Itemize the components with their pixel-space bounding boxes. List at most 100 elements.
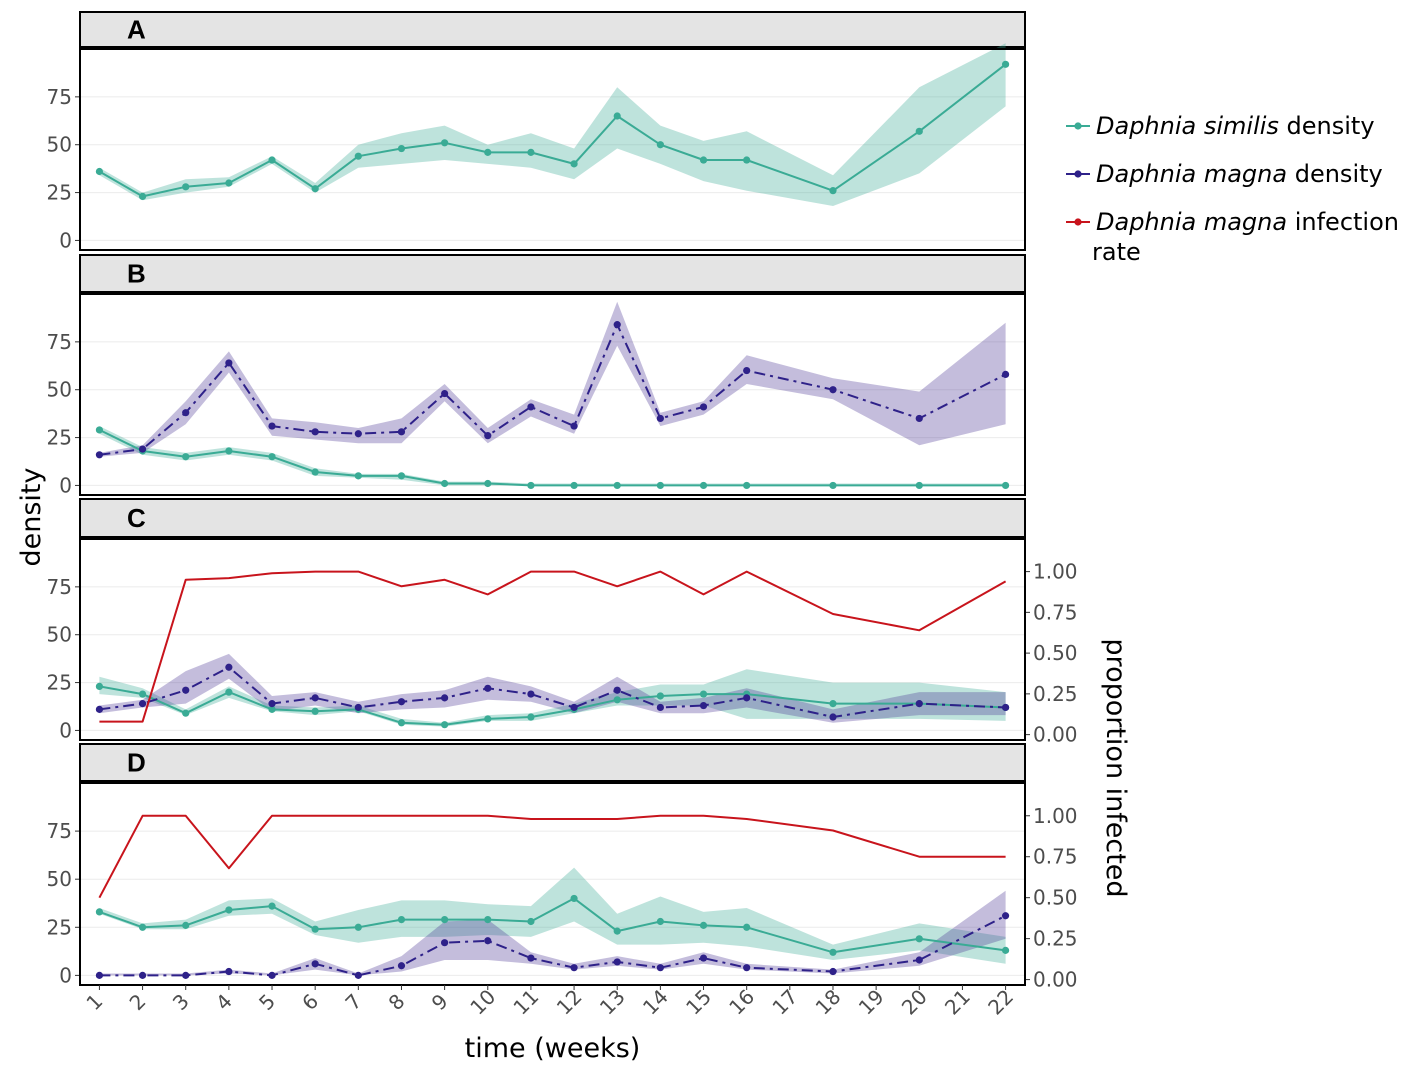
similis-point	[268, 705, 276, 713]
magna-point	[915, 414, 923, 423]
similis-point	[95, 167, 104, 176]
magna-point	[397, 962, 406, 970]
similis-point	[138, 923, 147, 931]
magna-point	[699, 701, 708, 710]
similis-point	[829, 481, 837, 490]
y-tick-label: 50	[47, 623, 72, 647]
similis-point	[656, 692, 664, 700]
x-tick-label: 15	[681, 985, 716, 1020]
panel-d: D 0 25 50 75 0.00 0.25 0.50 0.75 1.00	[47, 743, 1078, 992]
x-tick-label: 14	[638, 985, 673, 1020]
similis-point	[484, 915, 492, 924]
similis-point	[743, 923, 751, 931]
similis-point	[441, 139, 449, 147]
y-tick-label: 50	[47, 133, 72, 157]
y2-tick-label: 0.75	[1033, 600, 1078, 624]
magna-point	[138, 445, 147, 453]
magna-point	[1001, 912, 1010, 920]
y-axis-title: density	[16, 467, 47, 566]
similis-point	[743, 481, 751, 490]
similis-point	[95, 908, 104, 916]
x-tick-label: 9	[427, 989, 453, 1015]
magna-point	[613, 321, 621, 329]
similis-point	[311, 185, 319, 193]
similis-point	[397, 472, 406, 480]
y-tick-label: 25	[47, 671, 72, 695]
similis-point	[613, 696, 621, 704]
x-tick-label: 19	[854, 985, 889, 1020]
similis-point	[182, 709, 190, 717]
magna-point	[354, 703, 362, 712]
similis-point	[527, 917, 535, 926]
magna-point	[138, 971, 147, 979]
magna-point	[95, 705, 104, 713]
x-tick-label: 18	[811, 985, 846, 1020]
similis-point	[656, 917, 664, 926]
similis-point	[527, 148, 535, 156]
similis-point	[699, 481, 708, 490]
legend: Daphnia similis density Daphnia magna den…	[1066, 112, 1399, 266]
magna-point	[397, 698, 406, 706]
infection-line	[99, 570, 1007, 723]
similis-point	[354, 152, 362, 160]
similis-point	[613, 927, 621, 935]
similis-point	[527, 481, 535, 490]
magna-point	[182, 686, 190, 694]
similis-point	[354, 472, 362, 480]
magna-point	[138, 700, 147, 708]
magna-point	[484, 684, 492, 692]
x-tick-label: 2	[125, 989, 151, 1015]
magna-point	[656, 703, 664, 712]
legend-label: Daphnia similis density	[1096, 112, 1375, 140]
similis-point	[225, 447, 233, 455]
magna-point	[915, 700, 923, 708]
x-tick-label: 21	[940, 985, 975, 1020]
similis-ribbon	[99, 426, 1006, 486]
similis-point	[1001, 946, 1010, 954]
magna-point	[527, 690, 535, 698]
magna-point	[613, 686, 621, 694]
y-tick-label: 0	[59, 963, 72, 987]
similis-point	[829, 948, 837, 956]
y-tick-label: 75	[47, 85, 72, 109]
x-tick-label: 16	[724, 985, 759, 1020]
similis-point	[441, 721, 449, 729]
magna-point	[613, 958, 621, 966]
y2-tick-label: 1.00	[1033, 804, 1078, 828]
infection-line	[98, 814, 1006, 899]
similis-point	[268, 902, 276, 910]
similis-point	[570, 894, 578, 903]
similis-point	[182, 183, 190, 191]
legend-label-text: density	[1287, 160, 1383, 188]
panel-label: A	[127, 15, 146, 45]
magna-point	[484, 937, 492, 945]
y2-tick-label: 0.00	[1033, 968, 1078, 992]
magna-point	[829, 967, 837, 976]
y-tick-label: 50	[47, 378, 72, 402]
magna-point	[699, 403, 708, 411]
legend-item-similis: Daphnia similis density	[1066, 112, 1375, 140]
magna-point	[570, 422, 578, 430]
x-tick-label: 6	[297, 989, 323, 1015]
similis-point	[699, 690, 708, 698]
similis-point	[225, 179, 233, 187]
panel-border	[79, 293, 1026, 496]
magna-point	[1001, 703, 1010, 712]
y2-tick-label: 0.50	[1033, 641, 1078, 665]
legend-key-point	[1074, 218, 1082, 226]
similis-line	[98, 429, 1006, 487]
similis-point	[441, 479, 449, 488]
similis-point	[915, 127, 923, 135]
panel-border	[79, 538, 1026, 741]
similis-point	[225, 688, 233, 696]
legend-label-italic: Daphnia magna	[1096, 208, 1287, 236]
similis-point	[441, 915, 449, 924]
panel-strip	[79, 498, 1026, 538]
x-tick-label: 20	[897, 985, 932, 1020]
similis-point	[829, 700, 837, 708]
similis-point	[570, 160, 578, 168]
legend-label-text: infection	[1287, 208, 1399, 236]
similis-point	[915, 935, 923, 943]
legend-label-text: density	[1279, 112, 1375, 140]
magna-point	[354, 430, 362, 438]
